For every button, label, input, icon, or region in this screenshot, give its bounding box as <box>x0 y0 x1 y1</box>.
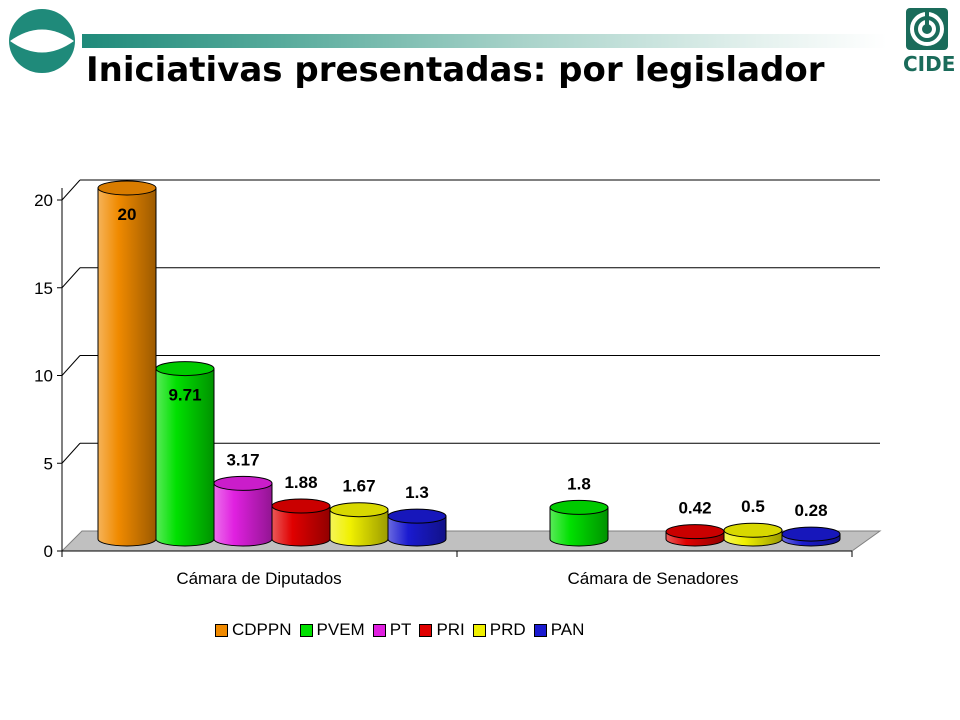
legend-swatch <box>215 623 228 637</box>
chart-legend: CDPPN PVEM PT PRI PRD PAN <box>215 620 592 640</box>
y-tick-label: 0 <box>44 542 53 561</box>
bar-top <box>271 498 331 514</box>
legend-label: PAN <box>550 620 585 639</box>
legend-swatch <box>533 623 547 637</box>
legend-label: PVEM <box>316 620 365 639</box>
gridline-depth <box>61 179 81 201</box>
bar-PRI-0 <box>271 498 331 547</box>
bar-PT-0 <box>213 475 273 547</box>
chart-axes <box>57 188 853 557</box>
bar-top <box>97 180 157 196</box>
y-tick-label: 5 <box>44 454 53 473</box>
bar-body <box>271 505 331 547</box>
legend-item-cdppn: CDPPN <box>215 620 292 640</box>
data-label: 1.8 <box>567 474 591 493</box>
bar-PVEM-1 <box>549 499 609 547</box>
legend-swatch <box>299 623 313 637</box>
data-label: 9.71 <box>168 386 201 405</box>
bar-body <box>155 368 215 547</box>
data-label: 0.42 <box>678 499 711 518</box>
logo-left <box>6 6 78 76</box>
bar-body <box>97 187 157 547</box>
bar-body <box>213 482 273 547</box>
legend-label: PT <box>389 620 412 639</box>
bar-body <box>387 515 447 547</box>
bar-body <box>549 506 609 547</box>
data-label: 1.67 <box>342 477 375 496</box>
chart-tick-labels: 0 5 10 15 20 Cámara de Diputados Cámara de Sen… <box>34 191 738 588</box>
cide-logo <box>900 6 956 76</box>
bar-PAN-1 <box>781 526 841 547</box>
bar-top <box>329 502 389 518</box>
data-label: 0.5 <box>741 497 765 516</box>
bar-top <box>549 499 609 515</box>
y-tick-label: 15 <box>34 279 53 298</box>
bar-PAN-0 <box>387 508 447 547</box>
legend-label: CDPPN <box>232 620 292 639</box>
legend-label: PRI <box>436 620 465 639</box>
bar-top <box>213 475 273 491</box>
legend-swatch <box>372 623 386 637</box>
legend-swatch <box>472 623 486 637</box>
bar-PRD-0 <box>329 502 389 547</box>
chart-bars <box>97 180 841 547</box>
bar-CDPPN-0 <box>97 180 157 547</box>
legend-item-pvem: PVEM <box>299 620 365 640</box>
legend-item-pt: PT <box>372 620 412 640</box>
bar-PRD-1 <box>723 522 783 547</box>
bar-top <box>387 508 447 524</box>
bar-top <box>723 522 783 538</box>
bar-PRI-1 <box>665 524 725 547</box>
chart-data-labels: 20 9.71 1.8 3.17 1.88 0.42 1.67 0.5 1.3 0.28 <box>118 205 828 520</box>
y-tick-label: 10 <box>34 367 53 386</box>
header-bar <box>82 34 887 48</box>
x-category-label: Cámara de Diputados <box>176 569 341 588</box>
legend-item-pri: PRI <box>419 620 465 640</box>
data-label: 3.17 <box>226 450 259 469</box>
legend-item-prd: PRD <box>472 620 526 640</box>
legend-label: PRD <box>489 620 526 639</box>
data-label: 20 <box>118 205 137 224</box>
page-title: Iniciativas presentadas: por legislador <box>86 50 825 90</box>
gridline-depth <box>61 267 81 289</box>
y-tick-label: 20 <box>34 191 53 210</box>
gridline-depth <box>61 442 81 464</box>
chart-grid <box>61 179 880 464</box>
bar-top <box>781 526 841 542</box>
bar-PVEM-0 <box>155 361 215 547</box>
data-label: 1.88 <box>284 473 317 492</box>
bar-top <box>155 361 215 377</box>
x-category-label: Cámara de Senadores <box>567 569 738 588</box>
legend-swatch <box>419 623 433 637</box>
data-label: 1.3 <box>405 483 429 502</box>
bar-body <box>329 509 389 547</box>
gridline-depth <box>61 355 81 376</box>
data-label: 0.28 <box>794 501 827 520</box>
logo-left-band <box>10 29 74 53</box>
bar-top <box>665 524 725 540</box>
legend-item-pan: PAN <box>533 620 585 640</box>
cide-logo-text: CIDE <box>903 52 956 76</box>
